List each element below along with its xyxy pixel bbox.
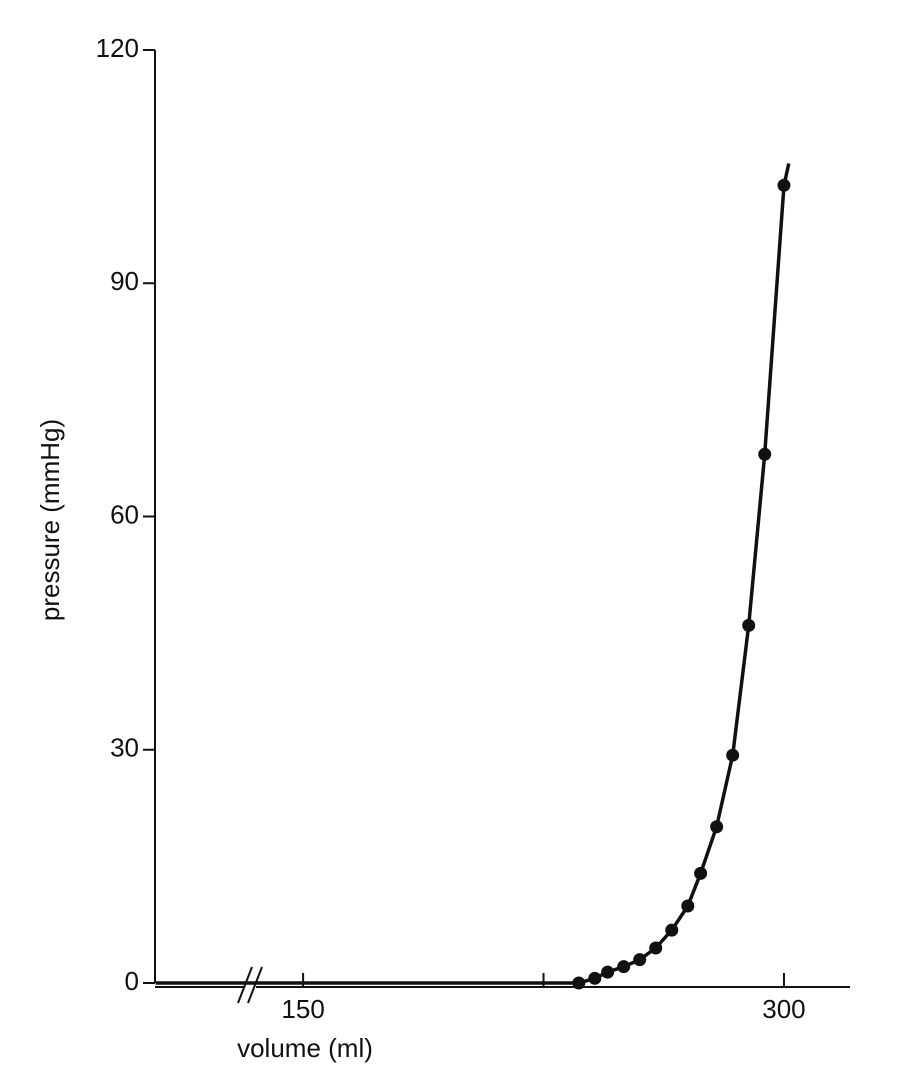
- data-point: [758, 447, 772, 461]
- x-tick-label: 300: [762, 994, 805, 1024]
- data-point: [742, 618, 756, 632]
- y-tick-label: 90: [110, 266, 139, 296]
- axis-break-mark: [237, 966, 253, 1004]
- data-point: [572, 976, 586, 990]
- y-tick-label: 60: [110, 499, 139, 529]
- data-point: [588, 971, 602, 985]
- data-point: [726, 748, 740, 762]
- y-axis-label: pressure (mmHg): [35, 419, 65, 621]
- data-point: [777, 178, 791, 192]
- data-point: [694, 866, 708, 880]
- data-point: [710, 820, 724, 834]
- data-point: [633, 953, 647, 967]
- y-tick-label: 120: [96, 33, 139, 63]
- data-point: [681, 899, 695, 913]
- x-tick-label: 150: [281, 994, 324, 1024]
- y-tick-label: 0: [125, 966, 139, 996]
- axis-break-mark: [247, 966, 263, 1004]
- data-point: [617, 960, 631, 974]
- curve: [155, 163, 791, 985]
- data-point: [601, 965, 615, 979]
- x-axis-label: volume (ml): [237, 1033, 373, 1063]
- y-tick-label: 30: [110, 733, 139, 763]
- data-point: [649, 941, 663, 955]
- data-point: [665, 923, 679, 937]
